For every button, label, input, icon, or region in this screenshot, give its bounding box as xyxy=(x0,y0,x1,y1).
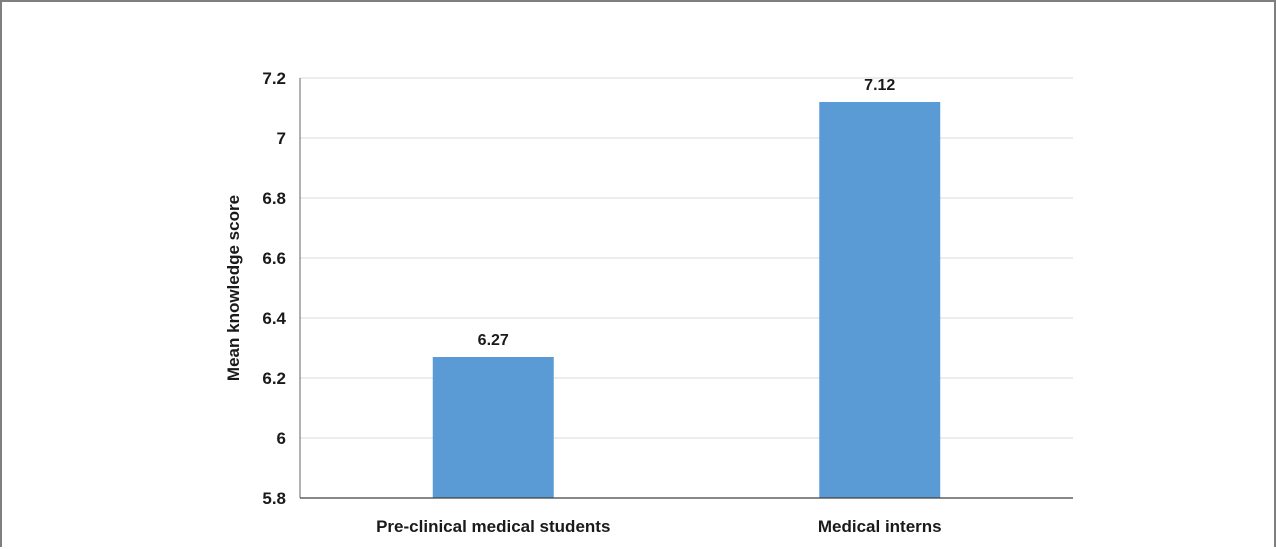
y-tick-label: 6.8 xyxy=(262,189,286,208)
x-category-label: Medical interns xyxy=(818,517,942,536)
y-axis-title: Mean knowledge score xyxy=(224,195,243,381)
gridlines xyxy=(300,77,1073,439)
y-tick-label: 5.8 xyxy=(262,489,286,508)
y-tick-label: 6.4 xyxy=(262,309,286,328)
data-labels: 6.27 7.12 xyxy=(478,77,896,349)
bar xyxy=(819,102,941,498)
y-tick-label: 6.2 xyxy=(262,369,286,388)
y-tick-label: 6.6 xyxy=(262,249,286,268)
x-category-labels: Pre-clinical medical students Medical int… xyxy=(376,517,942,536)
data-label: 7.12 xyxy=(864,77,895,94)
bars xyxy=(432,102,941,498)
data-label: 6.27 xyxy=(478,332,509,349)
x-category-label: Pre-clinical medical students xyxy=(376,517,610,536)
y-tick-label: 7 xyxy=(277,129,286,148)
y-tick-label: 7.2 xyxy=(262,69,286,88)
y-tick-label: 6 xyxy=(277,429,286,448)
y-tick-labels: 5.8 6 6.2 6.4 6.6 6.8 7 7.2 xyxy=(262,69,286,508)
axes xyxy=(299,78,1073,499)
bar xyxy=(432,357,554,498)
